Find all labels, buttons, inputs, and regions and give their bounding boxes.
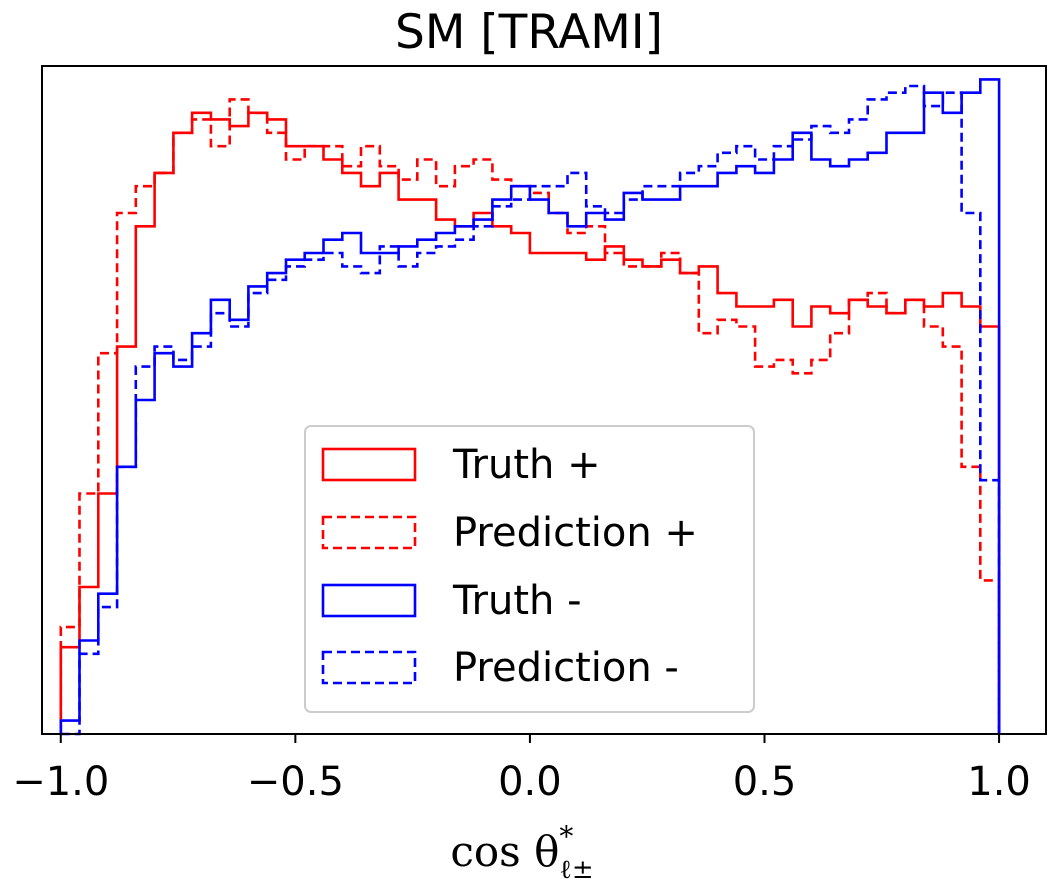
legend-swatch-truth-plus <box>321 447 417 482</box>
x-axis-label-sup: * <box>559 820 573 853</box>
legend-swatch-prediction-minus <box>321 650 417 685</box>
x-tick-label: 0.5 <box>733 759 797 805</box>
x-axis-label-main: cos θ <box>450 827 559 876</box>
legend-items: Truth + Prediction + Truth - Prediction - <box>321 442 698 691</box>
plot-area <box>59 78 1001 736</box>
legend-box <box>304 425 755 713</box>
legend: Truth + Prediction + Truth - Prediction - <box>304 425 755 713</box>
x-tick-label: 1.0 <box>967 759 1031 805</box>
legend-swatch-prediction-plus <box>321 515 417 550</box>
series-prediction-minus-histogram <box>60 84 1001 736</box>
legend-label-truth-minus: Truth - <box>452 578 582 624</box>
chart-title: SM [TRAMI] <box>395 5 663 60</box>
legend-label-prediction-minus: Prediction - <box>453 645 679 691</box>
x-axis-ticks: −1.0 −0.5 0.0 0.5 1.0 <box>12 734 1031 805</box>
x-tick-label: −0.5 <box>247 759 344 805</box>
x-tick-label: 0.0 <box>498 759 562 805</box>
legend-label-truth-plus: Truth + <box>452 442 601 488</box>
legend-label-prediction-plus: Prediction + <box>453 510 698 556</box>
x-axis-label-sub: ℓ± <box>559 855 593 885</box>
x-tick-label: −1.0 <box>12 759 109 805</box>
series-truth-minus-histogram <box>59 78 1001 734</box>
legend-swatch-truth-minus <box>321 583 417 618</box>
axes-frame <box>41 65 1047 735</box>
x-axis-label: cos θ* ℓ± <box>450 820 593 885</box>
